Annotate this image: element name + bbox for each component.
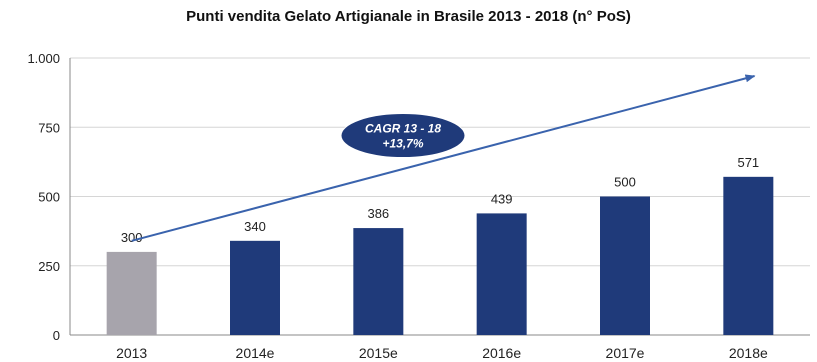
x-tick-label: 2015e [359, 345, 398, 361]
value-label: 439 [491, 191, 513, 206]
bar-2015e [353, 228, 404, 335]
value-label: 500 [614, 175, 636, 190]
y-axis-ticks: 0 250 500 750 1.000 [27, 51, 60, 343]
gridlines [70, 57, 810, 267]
x-tick-label: 2014e [236, 345, 275, 361]
y-tick-label: 250 [38, 259, 60, 274]
x-tick-label: 2017e [606, 345, 645, 361]
y-tick-label: 750 [38, 120, 60, 135]
chart-title: Punti vendita Gelato Artigianale in Bras… [186, 8, 631, 25]
y-tick-label: 500 [38, 190, 60, 205]
x-axis-ticks: 2013 2014e 2015e 2016e 2017e 2018e [116, 345, 768, 361]
bar-2017e [600, 196, 650, 335]
bar-2013 [106, 251, 157, 335]
cagr-trend-arrow [131, 74, 756, 242]
y-tick-label: 0 [53, 328, 60, 343]
cagr-value: +13,7% [382, 137, 423, 151]
x-tick-label: 2016e [482, 345, 521, 361]
cagr-label: CAGR 13 - 18 [365, 122, 441, 136]
bar-2014e [230, 240, 280, 335]
bar-2018e [723, 176, 774, 335]
bars [106, 176, 774, 335]
value-label: 340 [244, 219, 266, 234]
bar-2016e [476, 213, 527, 335]
value-label: 386 [367, 206, 389, 221]
value-label: 300 [121, 230, 143, 245]
value-label: 571 [737, 155, 759, 170]
x-tick-label: 2013 [116, 345, 147, 361]
value-labels: 300 340 386 439 500 571 [121, 155, 759, 245]
x-tick-label: 2018e [729, 345, 768, 361]
y-tick-label: 1.000 [27, 51, 60, 66]
cagr-bubble [340, 113, 466, 159]
